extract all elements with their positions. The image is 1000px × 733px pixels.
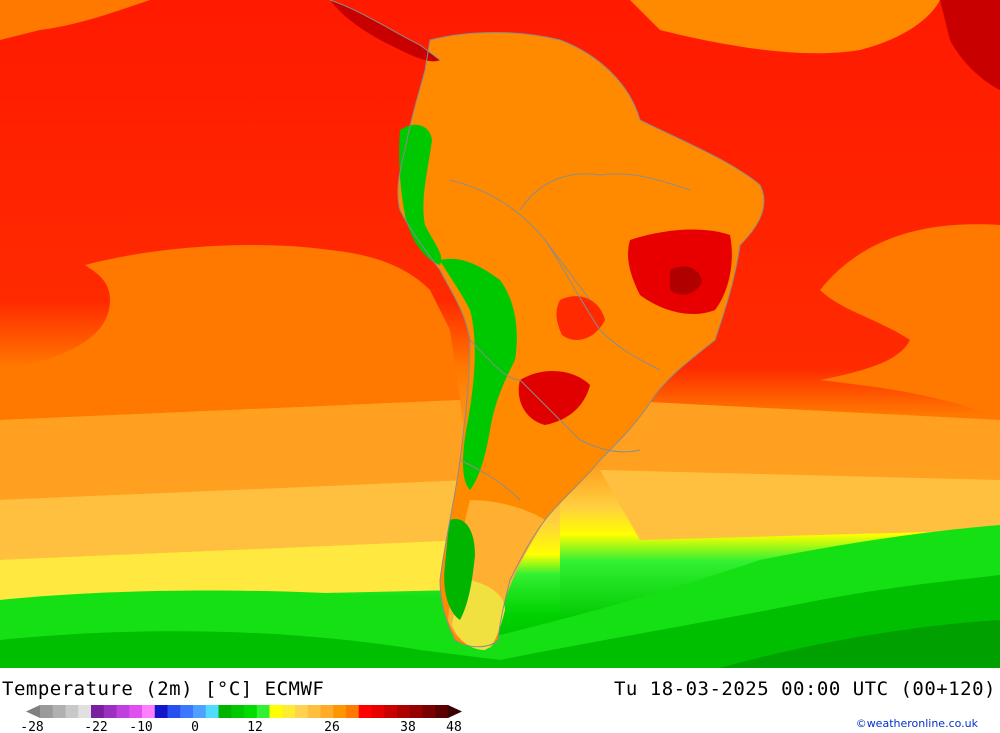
pacific-yellow-band [0, 540, 470, 600]
legend-swatch [205, 705, 219, 718]
pacific-light-band [0, 480, 470, 560]
legend-swatch [409, 705, 423, 718]
legend-arrow-high [448, 705, 462, 718]
legend-swatch [65, 705, 79, 718]
andes-cold-strip [440, 258, 517, 490]
central-hot [556, 296, 605, 340]
legend-swatch [295, 705, 309, 718]
legend-swatch [435, 705, 449, 718]
legend-tick-label: -28 [20, 720, 43, 733]
legend-tick-labels: -28 -22 -10 0 12 26 38 48 [20, 720, 462, 733]
legend-swatch [116, 705, 130, 718]
southern-deep-green [720, 620, 1000, 668]
legend-swatch [346, 705, 360, 718]
legend-swatch [320, 705, 334, 718]
footer [0, 668, 1000, 733]
map-title: Temperature (2m) [°C] ECMWF [2, 678, 325, 700]
legend-swatch [307, 705, 321, 718]
legend-swatch [129, 705, 143, 718]
legend-swatch [142, 705, 156, 718]
legend-swatches [26, 705, 462, 718]
legend-tick-label: 12 [247, 720, 263, 733]
legend-swatch [167, 705, 181, 718]
legend-arrow-low [26, 705, 40, 718]
paraguay-hot [518, 370, 590, 425]
legend-swatch [384, 705, 398, 718]
central-america [330, 0, 440, 62]
legend-swatch [218, 705, 232, 718]
legend-tick-label: 38 [400, 720, 416, 733]
legend-swatch [154, 705, 168, 718]
legend-swatch [244, 705, 258, 718]
legend-swatch [269, 705, 283, 718]
legend-swatch [256, 705, 270, 718]
ocean-warm-top-left [0, 0, 150, 40]
southern-dark-green [0, 575, 1000, 668]
valid-time: Tu 18-03-2025 00:00 UTC (00+120) [613, 678, 996, 700]
andes-south-strip [444, 519, 475, 620]
atlantic-mild-band [600, 400, 1000, 480]
legend-tick-label: 0 [191, 720, 199, 733]
caribbean-land [940, 0, 1000, 90]
atlantic-light-band [600, 470, 1000, 540]
temperature-map [0, 0, 1000, 668]
legend-swatch [371, 705, 385, 718]
legend-swatch [333, 705, 347, 718]
ocean-warm-top-right [630, 0, 940, 54]
andes-north-strip [399, 124, 442, 265]
pacific-mild-band [0, 400, 470, 500]
legend-tick-label: -10 [129, 720, 152, 733]
legend-swatch [103, 705, 117, 718]
pacific-warm-tongue [0, 245, 460, 420]
country-borders [329, 0, 765, 648]
legend-swatch [193, 705, 207, 718]
legend-swatch [78, 705, 92, 718]
legend-swatch [91, 705, 105, 718]
legend-swatch [282, 705, 296, 718]
credit-link[interactable]: ©weatheronline.co.uk [855, 717, 978, 730]
legend-tick-label: -22 [84, 720, 107, 733]
brazil-dark-core [670, 266, 702, 295]
color-legend: -28 -22 -10 0 12 26 38 48 [20, 705, 462, 733]
legend-swatch [180, 705, 194, 718]
legend-tick-label: 26 [324, 720, 340, 733]
legend-swatch [358, 705, 372, 718]
legend-swatch [52, 705, 66, 718]
legend-swatch [231, 705, 245, 718]
atlantic-warm-region [820, 224, 1000, 420]
legend-tick-label: 48 [446, 720, 462, 733]
legend-swatch [422, 705, 436, 718]
legend-swatch [40, 705, 54, 718]
legend-swatch [397, 705, 411, 718]
